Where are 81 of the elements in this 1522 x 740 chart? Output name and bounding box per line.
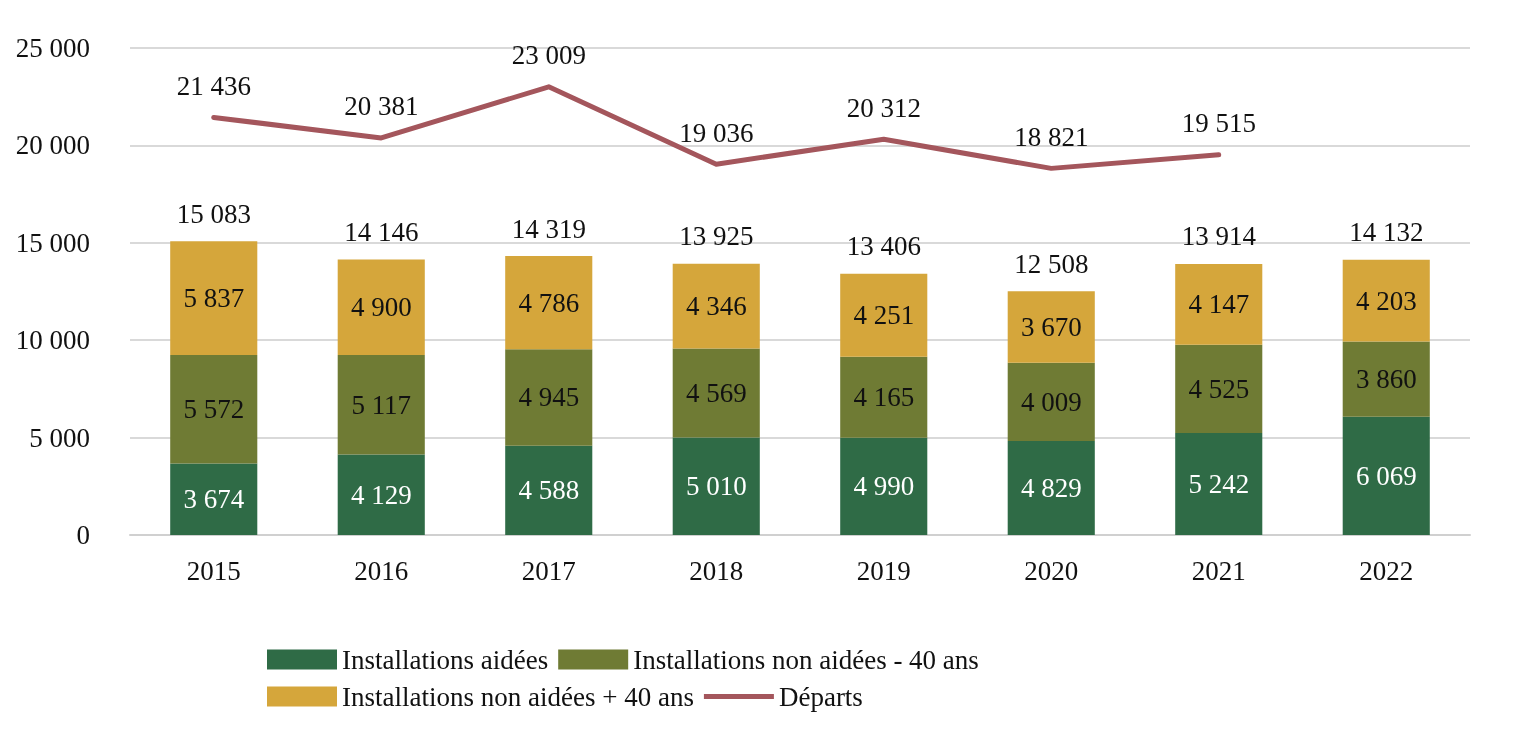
legend-label: Installations non aidées + 40 ans xyxy=(342,681,694,712)
data-label: 19 036 xyxy=(679,117,754,148)
bar xyxy=(170,463,258,535)
data-label: 19 515 xyxy=(1181,108,1256,139)
bar xyxy=(1342,341,1430,417)
total-label: 14 132 xyxy=(1349,217,1424,248)
legend-label: Départs xyxy=(778,681,863,712)
bar xyxy=(1175,344,1263,433)
y-tick-label: 15 000 xyxy=(15,227,90,258)
data-label: 4 147 xyxy=(1188,289,1250,320)
data-label: 6 069 xyxy=(1355,460,1417,491)
x-tick-label: 2022 xyxy=(1359,555,1414,586)
data-label: 4 525 xyxy=(1188,373,1250,404)
y-tick-label: 0 xyxy=(76,520,90,550)
total-label: 12 508 xyxy=(1014,248,1089,279)
bar xyxy=(672,437,760,535)
bar xyxy=(337,259,425,355)
bar xyxy=(1342,416,1430,535)
total-label: 14 319 xyxy=(511,213,586,244)
data-label: 4 346 xyxy=(685,291,747,322)
total-label: 13 406 xyxy=(846,231,921,262)
bar xyxy=(1007,291,1095,363)
bar xyxy=(1007,440,1095,535)
x-tick-label: 2016 xyxy=(354,555,409,586)
data-label: 4 251 xyxy=(853,300,915,331)
data-label: 3 860 xyxy=(1355,364,1417,395)
data-label: 20 381 xyxy=(344,91,419,122)
total-label: 13 925 xyxy=(679,221,754,252)
bar xyxy=(672,348,760,438)
bar xyxy=(1342,259,1430,342)
x-tick-label: 2018 xyxy=(689,555,744,586)
data-label: 4 165 xyxy=(853,382,915,413)
bar xyxy=(840,273,928,357)
x-tick-label: 2020 xyxy=(1024,555,1079,586)
data-label: 4 203 xyxy=(1355,285,1417,316)
bar xyxy=(170,241,258,355)
bar xyxy=(840,356,928,438)
bar xyxy=(1175,432,1263,535)
y-tick-label: 25 000 xyxy=(15,33,90,63)
data-label: 5 242 xyxy=(1188,468,1250,499)
y-tick-label: 10 000 xyxy=(15,325,90,356)
bar xyxy=(840,437,928,535)
total-label: 15 083 xyxy=(176,198,251,229)
data-label: 5 837 xyxy=(183,283,245,314)
x-tick-label: 2019 xyxy=(856,555,911,586)
data-label: 4 009 xyxy=(1020,386,1082,417)
data-label: 4 588 xyxy=(518,475,580,506)
data-label: 4 990 xyxy=(853,471,915,502)
bar xyxy=(1175,263,1263,345)
legend-label: Installations aidées xyxy=(342,644,549,675)
legend-label: Installations non aidées - 40 ans xyxy=(633,644,979,675)
data-label: 21 436 xyxy=(176,70,251,101)
data-label: 4 786 xyxy=(518,287,580,318)
data-label: 4 829 xyxy=(1020,472,1082,503)
data-label: 5 572 xyxy=(183,394,245,425)
data-label: 3 674 xyxy=(183,484,245,515)
data-label: 4 945 xyxy=(518,382,580,413)
x-tick-label: 2021 xyxy=(1191,555,1246,586)
data-label: 4 129 xyxy=(350,479,412,510)
data-label: 20 312 xyxy=(846,92,921,123)
x-tick-label: 2015 xyxy=(186,555,241,586)
bar xyxy=(337,454,425,535)
data-label: 23 009 xyxy=(511,40,586,71)
bar xyxy=(505,349,593,446)
bar xyxy=(337,354,425,455)
bar xyxy=(170,354,258,464)
bar xyxy=(505,445,593,535)
bar xyxy=(505,256,593,350)
data-label: 5 010 xyxy=(685,471,747,502)
x-tick-label: 2017 xyxy=(521,555,576,586)
data-label: 4 569 xyxy=(685,377,747,408)
total-label: 14 146 xyxy=(344,216,419,247)
y-tick-label: 20 000 xyxy=(15,130,90,161)
data-label: 3 670 xyxy=(1020,312,1082,343)
bar xyxy=(1007,362,1095,441)
bar xyxy=(672,263,760,349)
y-tick-label: 5 000 xyxy=(29,422,90,453)
data-label: 5 117 xyxy=(351,389,412,420)
total-label: 13 914 xyxy=(1181,221,1257,252)
data-label: 4 900 xyxy=(350,292,412,323)
data-label: 18 821 xyxy=(1014,121,1089,152)
